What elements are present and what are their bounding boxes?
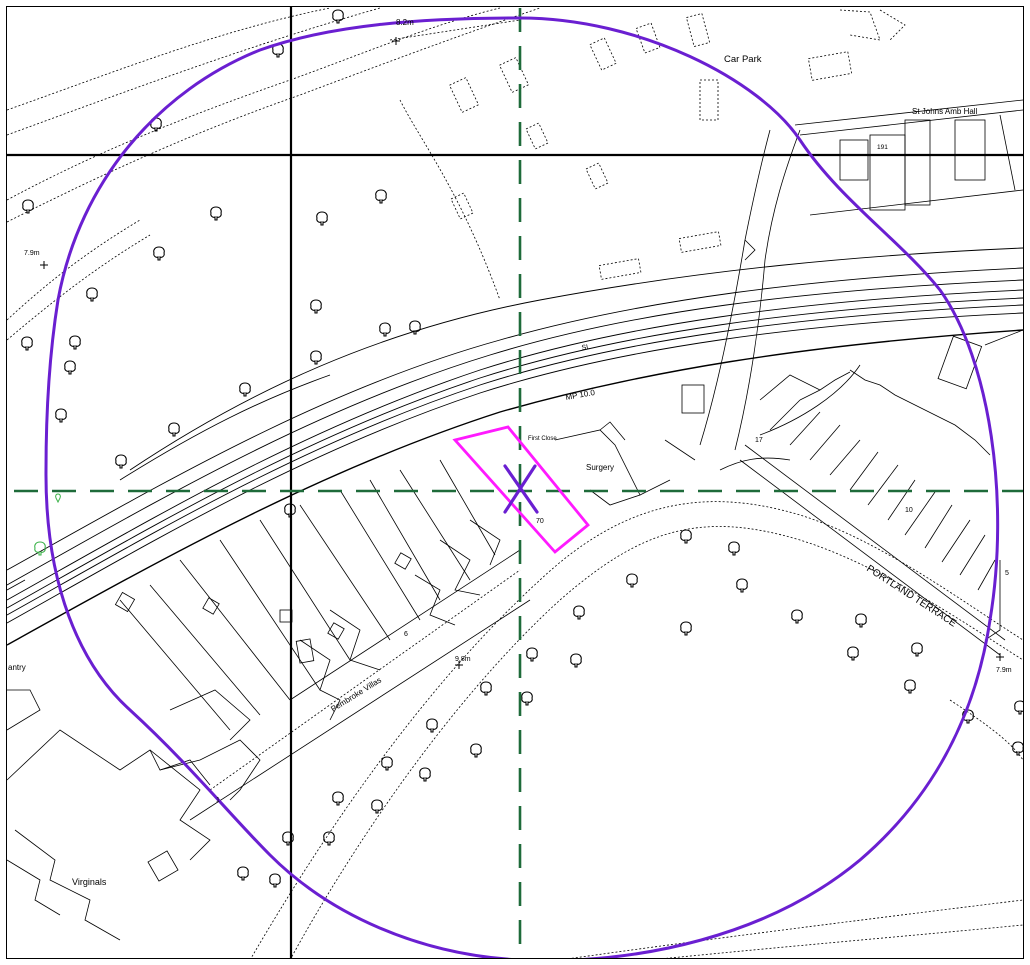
virginals-label: Virginals — [72, 877, 107, 887]
pembroke-gardens — [114, 459, 531, 821]
bridge-road — [699, 129, 801, 471]
st-johns-label: St Johns Amb Hall — [912, 107, 978, 116]
house-10-label: 10 — [905, 507, 913, 514]
top-left-road — [7, 7, 541, 341]
mp-label: MP 10.0 — [565, 388, 596, 402]
virginals-buildings — [7, 579, 315, 941]
pantry-label: antry — [8, 663, 26, 672]
surgery-buildings — [554, 421, 696, 506]
house-191-label: 191 — [877, 144, 888, 151]
site-boundary[interactable] — [452, 425, 590, 554]
st-johns-hall — [794, 99, 1023, 216]
spot-height-98: 9.8m — [455, 656, 471, 663]
spot-height-82: 8.2m — [396, 18, 414, 27]
house-6-label: 6 — [404, 631, 408, 638]
spot-height-79-left: 7.9m — [24, 250, 40, 257]
railway — [7, 247, 1023, 646]
surgery-label: Surgery — [586, 463, 614, 472]
grid-lines — [7, 7, 1023, 958]
spot-height-marks — [40, 37, 1004, 669]
spot-height-79-right: 7.9m — [996, 667, 1012, 674]
park-paths — [250, 501, 1023, 958]
radius-boundary[interactable] — [44, 16, 1000, 961]
car-park-label: Car Park — [724, 54, 762, 65]
trees — [21, 9, 1023, 888]
x-marker-icon[interactable] — [503, 464, 539, 514]
house-1-label: 1 — [216, 797, 220, 804]
base-map — [7, 7, 1023, 958]
sl-label: SL — [581, 344, 591, 352]
green-tree-icon — [34, 493, 61, 556]
first-close-label: First Close — [528, 436, 557, 442]
house-17-label: 17 — [755, 437, 763, 444]
portland-terrace-label: PORTLAND TERRACE — [864, 563, 958, 629]
house-5-label: 5 — [1005, 570, 1009, 577]
house-70-label: 70 — [536, 518, 544, 525]
pembroke-villas-label: Pembroke Villas — [329, 676, 383, 714]
